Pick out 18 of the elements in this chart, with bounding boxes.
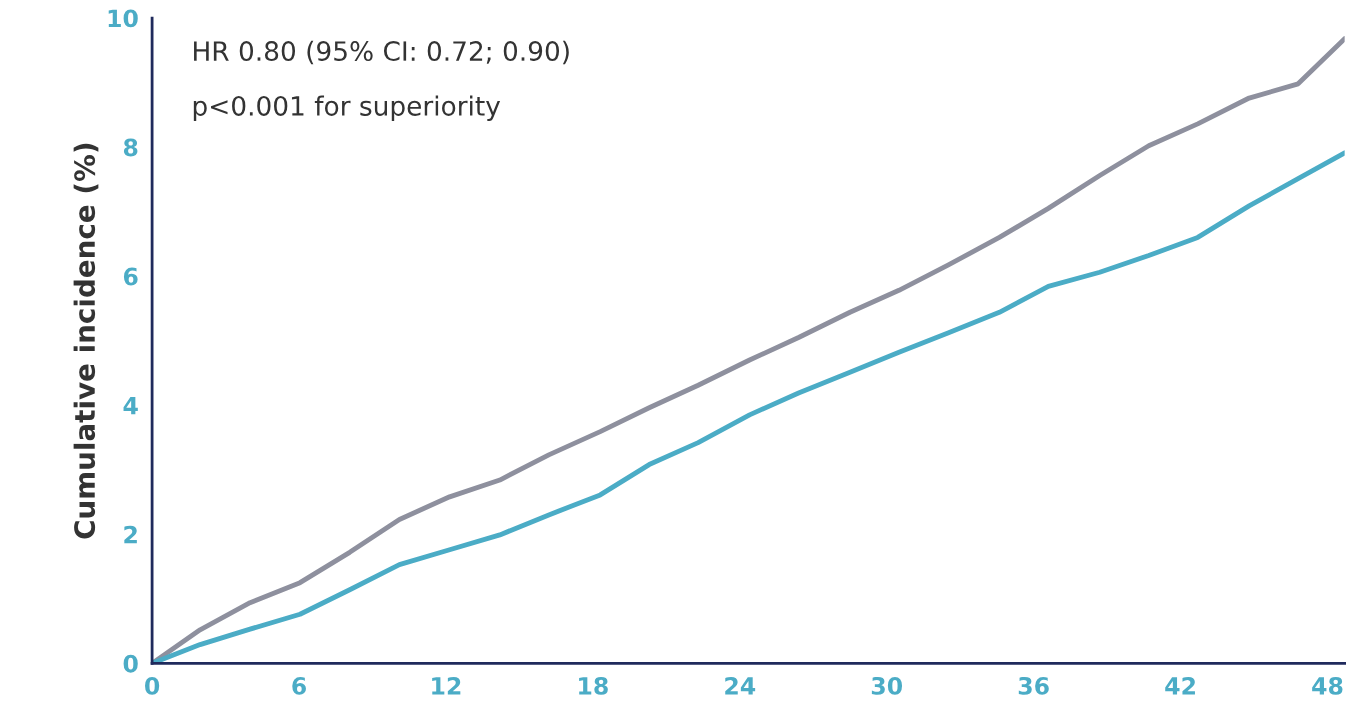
x-tick-label: 6: [292, 676, 306, 695]
x-tick-label: 48: [1312, 676, 1343, 695]
x-tick-label: 36: [1018, 676, 1049, 695]
y-tick-label: 8: [123, 138, 138, 157]
x-tick-label: 30: [871, 676, 903, 695]
x-tick-label: 42: [1165, 676, 1195, 695]
y-tick-label: 0: [123, 654, 138, 673]
x-tick-label: 0: [145, 676, 160, 695]
annotation: HR 0.80 (95% CI: 0.72; 0.90): [194, 40, 569, 65]
y-axis-title: Cumulative incidence (%): [73, 143, 99, 539]
x-tick-label: 18: [579, 676, 608, 695]
y-tick-label: 2: [124, 525, 137, 544]
x-tick-label: 12: [432, 676, 461, 695]
x-tick-label: 24: [725, 676, 756, 695]
y-tick-label: 10: [108, 9, 138, 28]
annotation: p<0.001 for superiority: [193, 95, 501, 121]
y-tick-label: 6: [123, 267, 138, 286]
y-tick-label: 4: [123, 396, 138, 415]
